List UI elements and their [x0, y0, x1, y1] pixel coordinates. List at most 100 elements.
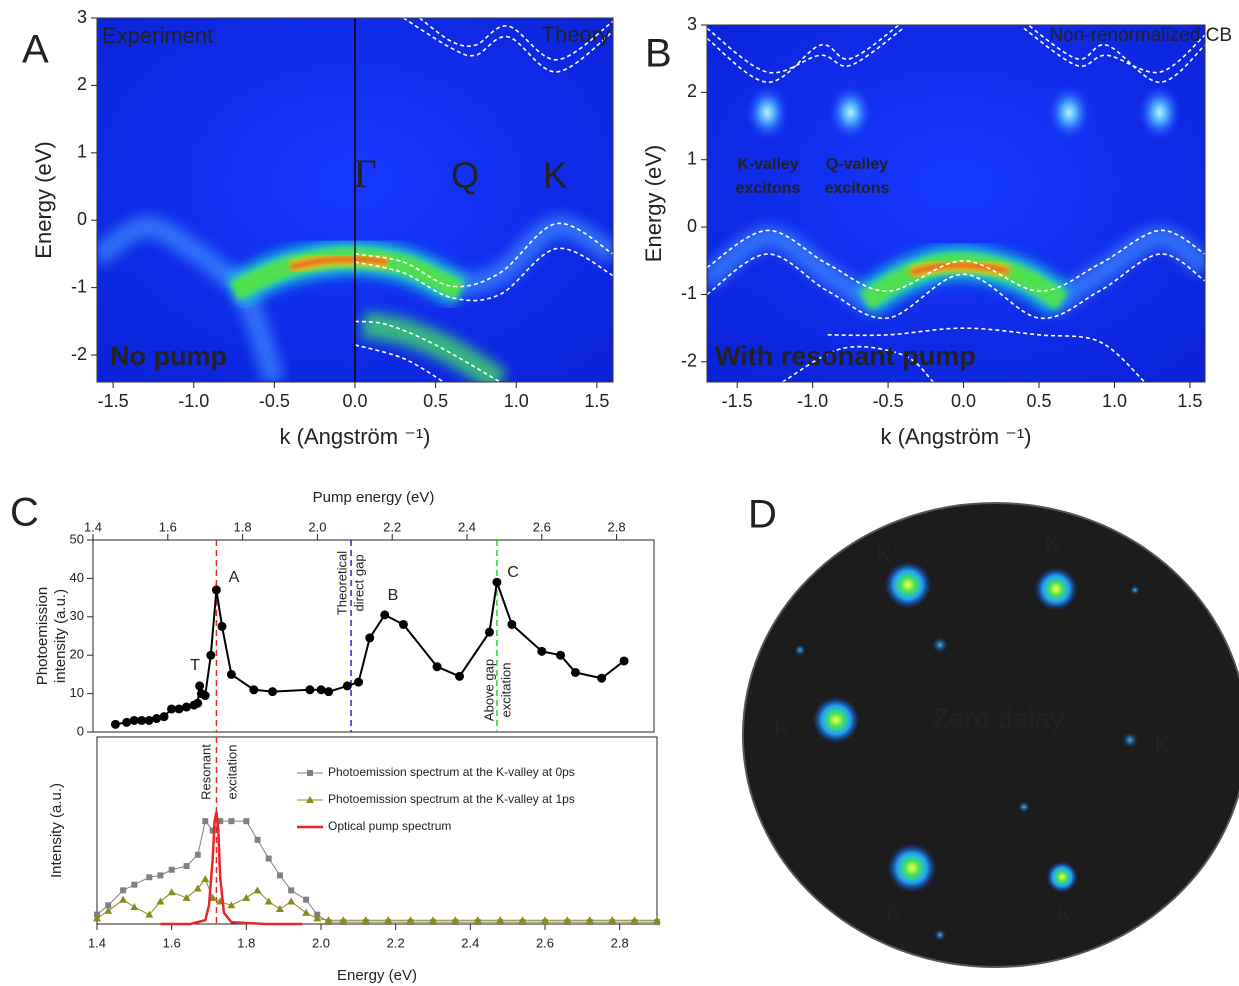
reference-label: direct gap	[351, 554, 366, 611]
band-glow	[97, 215, 249, 297]
data-point	[157, 872, 164, 879]
data-point	[122, 717, 132, 727]
x-tick-label: 2.4	[458, 519, 476, 534]
x-tick-label: 1.6	[163, 935, 181, 950]
data-point	[152, 714, 162, 724]
legend-label: Photoemission spectrum at the K-valley a…	[328, 765, 575, 779]
theory-curve	[1027, 25, 1205, 84]
data-point	[276, 872, 283, 879]
point-label: B	[388, 587, 399, 604]
x-tick-label: -1.0	[797, 391, 828, 411]
legend-label: Photoemission spectrum at the K-valley a…	[328, 792, 575, 806]
data-point	[339, 916, 348, 924]
band-peak	[289, 256, 388, 270]
y-tick-label: -1	[681, 283, 697, 303]
data-point	[194, 851, 201, 858]
y-axis-label: Photoemission	[34, 587, 51, 685]
y-axis-label: intensity (a.u.)	[52, 589, 69, 683]
x-tick-label: 2.2	[383, 519, 401, 534]
exciton-signal	[745, 84, 790, 141]
detector-image	[742, 502, 1239, 968]
band-glow	[1047, 226, 1205, 314]
data-point	[209, 827, 216, 834]
annotation: Q-valley	[826, 156, 888, 173]
annotation: excitons	[825, 180, 890, 197]
data-point	[398, 619, 408, 629]
data-point	[182, 893, 191, 901]
x-tick-label: 1.0	[504, 391, 529, 411]
x-tick-label: 1.8	[234, 519, 252, 534]
data-point	[182, 702, 191, 712]
y-tick-label: 2	[687, 81, 697, 101]
theory-curve	[419, 18, 613, 61]
data-point	[193, 884, 202, 892]
y-tick-label: -2	[681, 351, 697, 371]
x-tick-label: -1.5	[722, 391, 753, 411]
data-point	[324, 687, 334, 697]
data-point	[145, 910, 154, 918]
legend-marker	[307, 770, 313, 776]
data-point	[585, 916, 594, 924]
diffraction-spot	[812, 696, 860, 744]
data-point	[537, 646, 547, 656]
y-axis-label: Intensity (a.u.)	[48, 783, 65, 878]
diffraction-spot	[1130, 585, 1140, 595]
data-point	[129, 715, 139, 725]
plot-frame	[92, 539, 655, 733]
y-tick-label: 40	[70, 570, 84, 585]
x-tick-label: 0.5	[1026, 391, 1051, 411]
data-point	[249, 685, 259, 695]
point-label: C	[507, 564, 519, 581]
x-tick-label: 1.8	[237, 935, 255, 950]
data-point	[217, 621, 227, 631]
y-tick-label: 50	[70, 531, 84, 546]
data-point	[556, 650, 565, 660]
panel-letter: D	[748, 493, 777, 537]
data-point	[455, 671, 465, 681]
annotation: K’	[886, 897, 907, 924]
data-point	[484, 627, 494, 637]
data-point	[167, 704, 177, 714]
data-point	[451, 916, 460, 924]
point-label: A	[229, 569, 240, 586]
annotation: No pump	[110, 341, 227, 371]
annotation: K’	[1154, 731, 1175, 758]
x-tick-label: -1.0	[178, 391, 209, 411]
y-tick-label: 0	[77, 209, 87, 229]
annotation: K	[1057, 901, 1073, 928]
theory-curve	[1023, 27, 1205, 74]
legend-label: Optical pump spectrum	[328, 819, 451, 833]
data-point	[268, 687, 278, 697]
data-point	[507, 619, 517, 629]
data-point	[146, 874, 153, 881]
theory-curve	[707, 253, 1205, 319]
data-point	[365, 633, 375, 643]
x-tick-label: 2.0	[312, 935, 330, 950]
data-point	[313, 914, 322, 922]
data-point	[473, 916, 482, 924]
diffraction-spot	[932, 637, 948, 653]
y-tick-label: -1	[71, 276, 87, 296]
data-point	[211, 585, 221, 595]
spectrum-image	[707, 25, 1205, 382]
y-tick-label: 20	[70, 647, 84, 662]
data-point	[93, 914, 101, 922]
data-point	[159, 712, 169, 722]
data-point	[242, 893, 251, 901]
annotation: K-valley	[737, 156, 798, 173]
data-point	[406, 916, 415, 924]
data-point	[429, 916, 437, 924]
plot-frame	[96, 736, 658, 925]
x-tick-label: -0.5	[873, 391, 904, 411]
diffraction-spot	[1046, 861, 1078, 893]
theory-curve	[782, 345, 934, 382]
exciton-signal	[1137, 84, 1182, 141]
y-tick-label: 30	[70, 608, 84, 623]
x-tick-label: 1.4	[88, 935, 106, 950]
data-point	[288, 887, 295, 894]
series-line	[96, 878, 657, 921]
reference-label: excitation	[224, 745, 239, 800]
x-tick-label: 1.4	[84, 519, 102, 534]
data-point	[275, 905, 284, 913]
exciton-signal	[1047, 84, 1092, 141]
